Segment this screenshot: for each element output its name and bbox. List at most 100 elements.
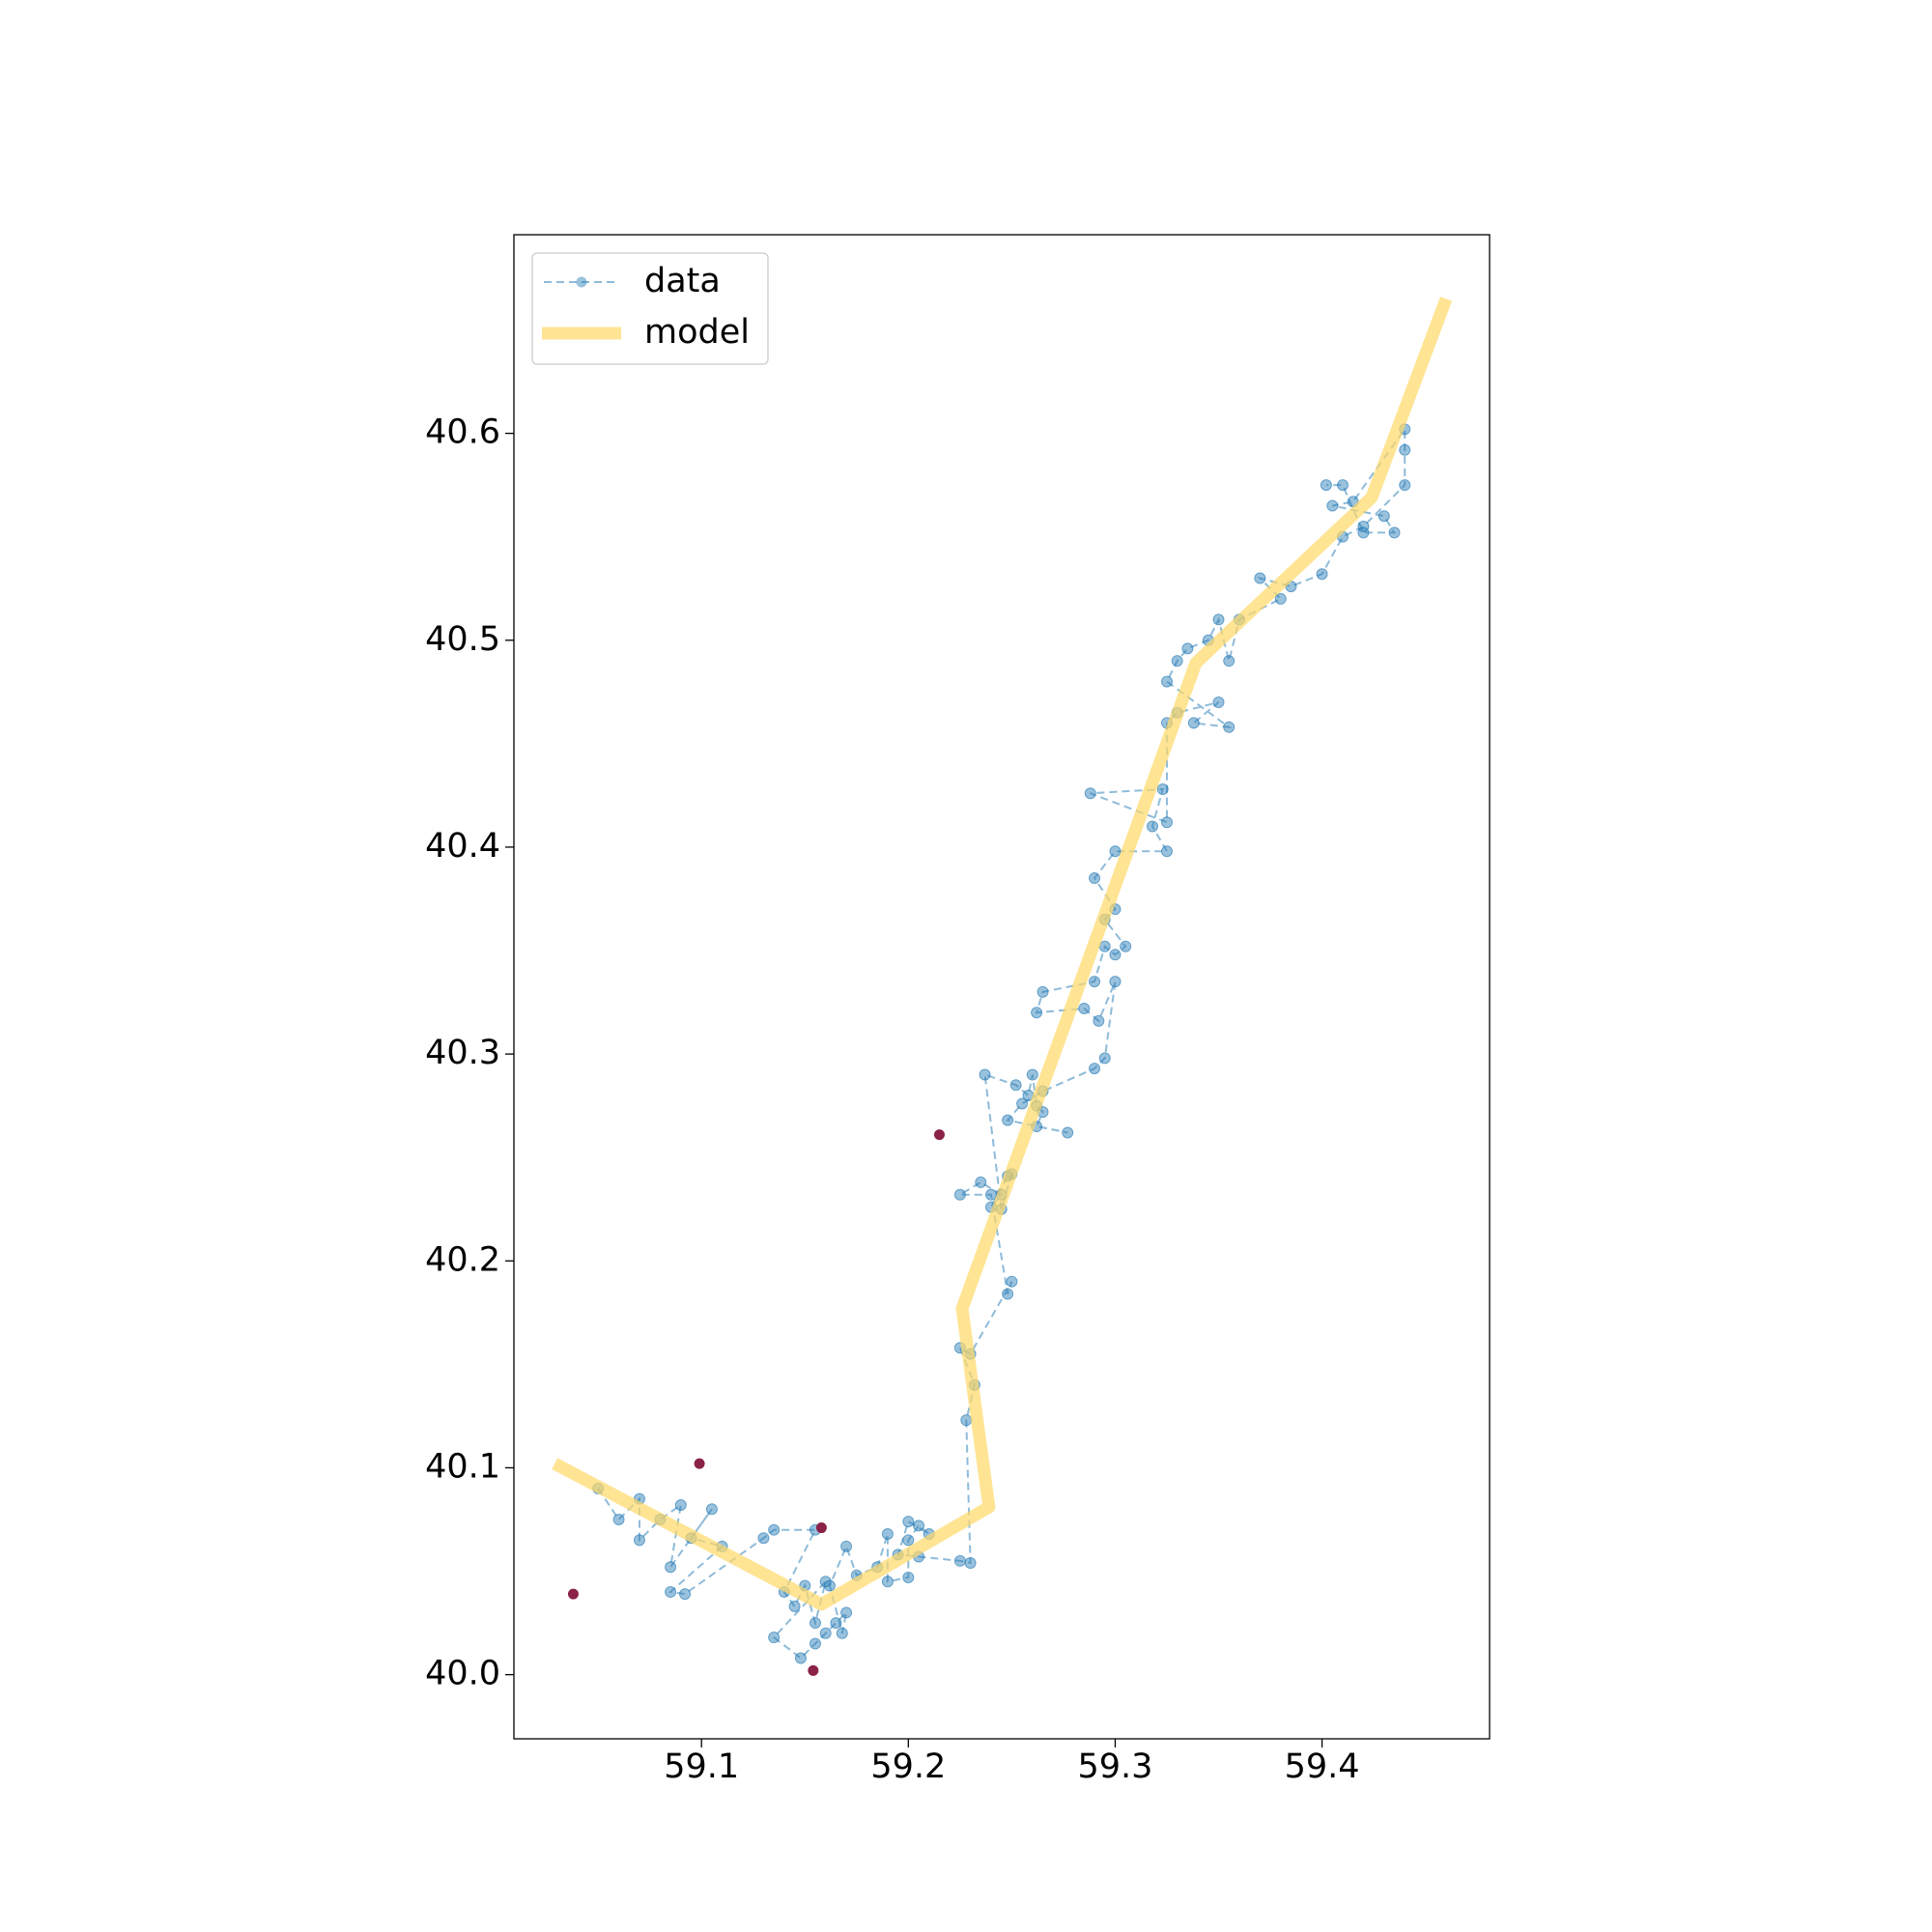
legend-swatch [576, 276, 587, 288]
data-point [1002, 1114, 1014, 1126]
data-point [819, 1627, 832, 1639]
highlight-point [815, 1522, 827, 1534]
data-line [597, 426, 1406, 1660]
data-point [1212, 696, 1225, 709]
data-point [809, 1617, 821, 1630]
data-point [1120, 940, 1132, 952]
data-point [1357, 520, 1370, 532]
data-point [1160, 845, 1173, 858]
data-point [960, 1414, 973, 1427]
x-tick-label: 59.4 [1285, 1747, 1360, 1786]
y-tick-label: 40.2 [425, 1240, 500, 1279]
data-point [1357, 526, 1370, 539]
data-point [1212, 613, 1225, 626]
data-point [1181, 642, 1194, 655]
data-point [1084, 787, 1096, 800]
data-point [612, 1513, 625, 1525]
data-point [1171, 655, 1183, 668]
data-point [1326, 499, 1339, 512]
highlight-point [808, 1664, 819, 1676]
data-point [1378, 510, 1390, 523]
data-point [633, 1534, 645, 1547]
data-point [1037, 985, 1049, 998]
data-point [975, 1176, 987, 1188]
y-tick-label: 40.5 [425, 620, 500, 659]
data-point [1223, 721, 1236, 733]
data-point [1109, 976, 1122, 988]
data-point [1187, 717, 1200, 729]
data-point [1006, 1275, 1018, 1288]
y-tick-label: 40.0 [425, 1655, 500, 1693]
model-line [552, 297, 1453, 1611]
data-point [953, 1188, 966, 1201]
data-point [902, 1516, 915, 1528]
y-tick-label: 40.1 [425, 1447, 500, 1486]
data-point [902, 1571, 915, 1583]
data-point [1109, 845, 1122, 858]
data-point [1078, 1002, 1091, 1014]
data-point [768, 1523, 781, 1536]
data-point [674, 1498, 687, 1511]
data-point [1223, 655, 1236, 668]
data-point [1254, 572, 1266, 584]
data-point [881, 1576, 894, 1588]
plot-frame [513, 234, 1491, 1740]
data-point [840, 1540, 853, 1552]
highlight-point [567, 1588, 579, 1600]
data-point [1016, 1097, 1029, 1110]
y-tick-label: 40.6 [425, 413, 500, 452]
data-point [1026, 1068, 1038, 1081]
data-point [1098, 1052, 1111, 1065]
data-point [1336, 479, 1349, 492]
x-tick-label: 59.2 [870, 1747, 946, 1786]
data-point [1109, 949, 1122, 961]
data-point [768, 1632, 781, 1644]
data-point [809, 1637, 821, 1650]
data-point [1388, 526, 1401, 539]
highlight-point [694, 1458, 705, 1469]
legend-label: data [644, 262, 721, 300]
data-point [1089, 872, 1101, 885]
data-point [1274, 592, 1287, 605]
data-point [1160, 816, 1173, 829]
data-point [1399, 479, 1411, 492]
data-point [953, 1554, 966, 1567]
data-point [665, 1585, 677, 1598]
data-point [984, 1188, 997, 1201]
data-point [902, 1534, 915, 1547]
data-point [1320, 479, 1332, 492]
data-point [1399, 443, 1411, 456]
data-point [1093, 1014, 1105, 1027]
data-point [794, 1652, 807, 1664]
data-point [840, 1606, 853, 1619]
data-point [964, 1556, 977, 1569]
data-point [881, 1527, 894, 1540]
x-tick-label: 59.3 [1077, 1747, 1152, 1786]
data-point [1160, 675, 1173, 688]
data-point [1316, 568, 1328, 581]
data-point [1156, 782, 1169, 795]
data-point [830, 1617, 842, 1630]
data-point [1031, 1007, 1043, 1019]
legend-label: model [644, 313, 750, 352]
data-point [757, 1532, 770, 1545]
data-point [1089, 976, 1101, 988]
data-point [665, 1561, 677, 1574]
highlight-point [933, 1129, 945, 1141]
y-tick-label: 40.4 [425, 827, 500, 866]
data-point [823, 1579, 836, 1592]
data-point [913, 1520, 925, 1532]
data-point [1089, 1063, 1101, 1075]
data-point [1062, 1126, 1074, 1139]
data-point [979, 1068, 991, 1081]
data-point [679, 1588, 692, 1601]
data-point [788, 1600, 801, 1612]
data-point [819, 1576, 832, 1588]
data-point [836, 1627, 848, 1639]
data-point [1009, 1079, 1022, 1092]
y-tick-label: 40.3 [425, 1034, 500, 1072]
data-point [705, 1503, 718, 1516]
data-point [1146, 820, 1158, 833]
